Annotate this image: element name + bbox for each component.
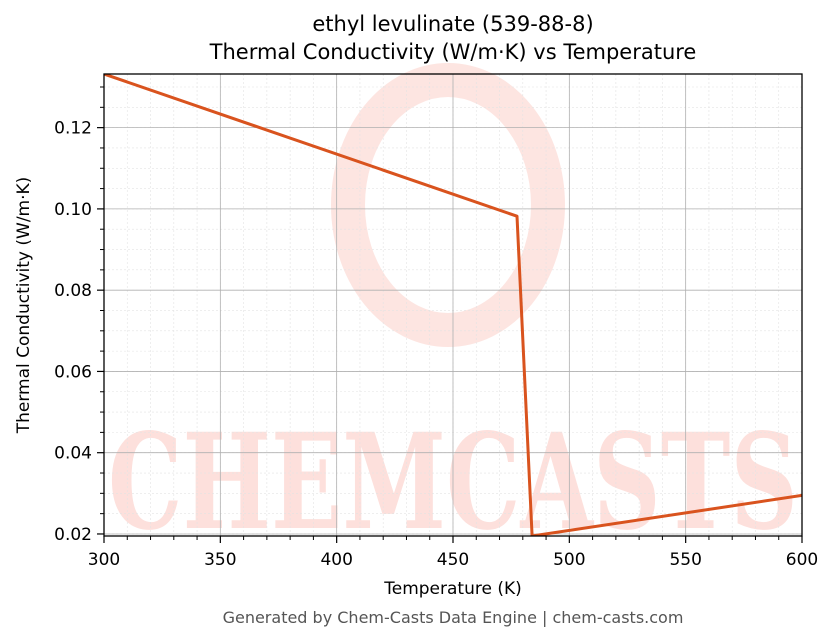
footer-credit: Generated by Chem-Casts Data Engine | ch… xyxy=(222,608,684,627)
major-grid xyxy=(103,74,803,536)
y-axis-label: Thermal Conductivity (W/m·K) xyxy=(14,177,34,435)
chart-title: ethyl levulinate (539-88-8) xyxy=(312,12,594,36)
y-tick-label: 0.08 xyxy=(54,281,92,301)
series-layer xyxy=(104,74,802,536)
x-tick-label: 500 xyxy=(553,550,585,570)
series-line-1 xyxy=(104,74,802,536)
y-tick-label: 0.06 xyxy=(54,362,92,382)
watermark-logo xyxy=(331,63,565,347)
y-tick-label: 0.04 xyxy=(54,444,92,464)
y-tick-label: 0.10 xyxy=(54,200,92,220)
x-tick-label: 300 xyxy=(88,550,120,570)
x-tick-label: 450 xyxy=(437,550,469,570)
x-tick-label: 400 xyxy=(320,550,352,570)
x-tick-label: 600 xyxy=(786,550,818,570)
x-axis-label: Temperature (K) xyxy=(383,579,522,599)
chart-subtitle: Thermal Conductivity (W/m·K) vs Temperat… xyxy=(209,40,697,64)
x-tick-label: 550 xyxy=(669,550,701,570)
x-tick-label: 350 xyxy=(204,550,236,570)
y-tick-label: 0.12 xyxy=(54,119,92,139)
axis-ticks: 300 350 400 450 500 550 600 0.02 0.04 0.06 0.08 0.1… xyxy=(54,86,818,570)
y-tick-label: 0.02 xyxy=(54,525,92,545)
